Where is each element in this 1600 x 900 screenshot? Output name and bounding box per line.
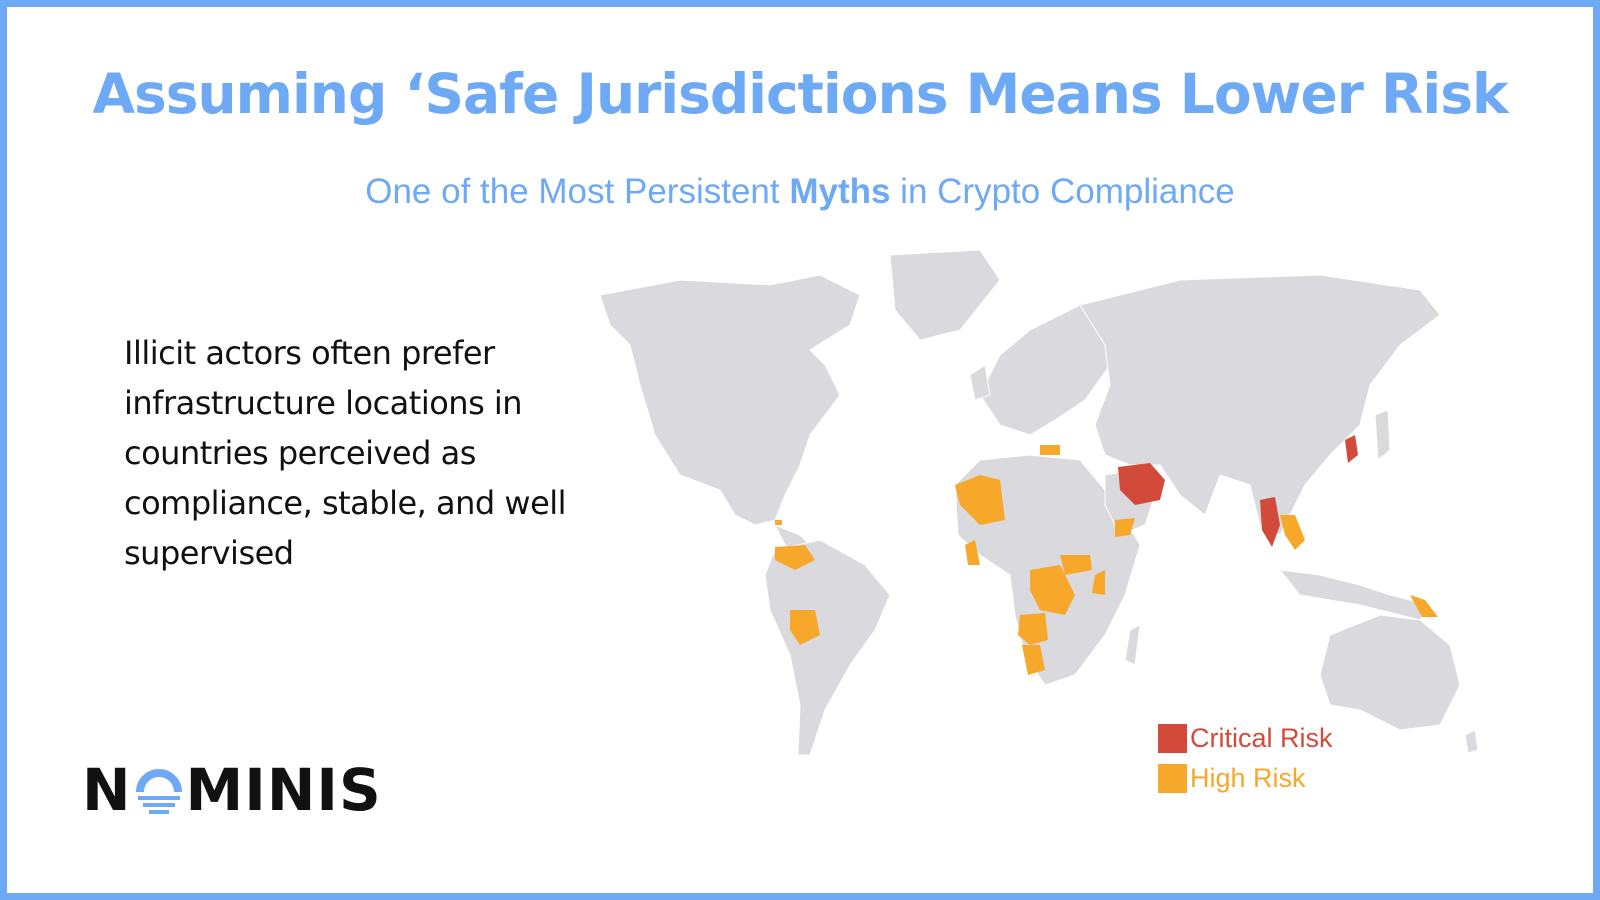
critical-risk-iran: [1118, 463, 1165, 505]
high-risk-angola: [1022, 645, 1045, 675]
high-risk-venezuela: [775, 545, 815, 570]
body-paragraph: Illicit actors often prefer infrastructu…: [124, 334, 567, 572]
map-legend: Critical Risk High Risk: [1158, 718, 1333, 798]
land-asia: [1079, 274, 1441, 536]
land-new-zealand: [1464, 729, 1479, 754]
high-risk-bolivia: [790, 610, 820, 645]
land-greenland: [889, 249, 1001, 341]
high-risk-balkans: [1040, 445, 1060, 455]
subtitle-text-start: One of the Most Persistent: [365, 172, 790, 211]
page-title: Assuming ‘Safe Jurisdictions Means Lower…: [92, 62, 1508, 126]
high-risk-vietnam: [1280, 515, 1305, 550]
critical-risk-north-korea: [1345, 435, 1358, 463]
high-risk-algeria-region: [955, 475, 1005, 525]
land-uk: [969, 364, 991, 401]
nominis-logo: N MINIS: [82, 756, 382, 824]
high-risk-yemen: [1115, 518, 1135, 537]
high-risk-sudan: [1060, 555, 1092, 575]
legend-swatch-high: [1158, 763, 1187, 793]
subtitle-emphasis: Myths: [789, 172, 891, 211]
land-australia: [1319, 614, 1461, 731]
page-subtitle: One of the Most Persistent Myths in Cryp…: [0, 172, 1600, 212]
world-map: [599, 249, 1479, 756]
high-risk-png: [1410, 595, 1438, 617]
critical-risk-myanmar: [1260, 497, 1280, 547]
land-south-america: [764, 539, 891, 756]
legend-item-high: High Risk: [1158, 758, 1333, 798]
high-risk-drc: [1018, 613, 1048, 645]
legend-item-critical: Critical Risk: [1158, 718, 1333, 758]
subtitle-text-end: in Crypto Compliance: [890, 172, 1235, 211]
logo-text-right: MINIS: [185, 756, 382, 824]
high-risk-caribbean: [775, 520, 782, 525]
high-risk-horn: [1092, 570, 1105, 595]
legend-label-critical: Critical Risk: [1190, 722, 1333, 753]
high-risk-west-africa: [965, 540, 980, 565]
land-madagascar: [1124, 624, 1141, 666]
legend-swatch-critical: [1158, 723, 1187, 753]
logo-o-icon: [135, 769, 182, 814]
land-indonesia: [1278, 569, 1431, 621]
high-risk-central-africa: [1030, 565, 1075, 615]
logo-text-left: N: [82, 756, 132, 824]
land-japan: [1374, 409, 1391, 462]
legend-label-high: High Risk: [1190, 762, 1306, 793]
land-north-america: [599, 274, 861, 526]
